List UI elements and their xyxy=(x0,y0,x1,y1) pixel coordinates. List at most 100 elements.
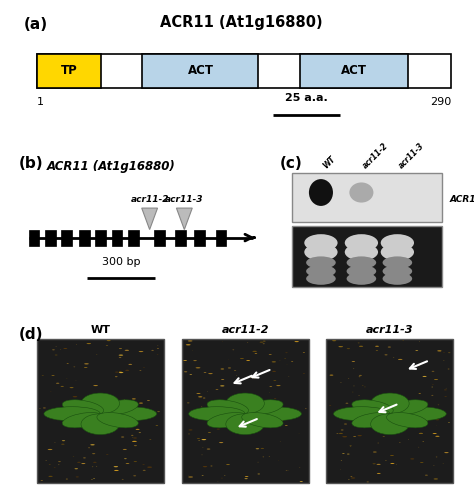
Ellipse shape xyxy=(420,462,423,463)
Ellipse shape xyxy=(100,407,156,421)
Ellipse shape xyxy=(189,407,245,421)
Ellipse shape xyxy=(342,436,347,437)
Ellipse shape xyxy=(77,462,81,463)
Ellipse shape xyxy=(309,179,333,206)
Ellipse shape xyxy=(338,346,343,347)
Ellipse shape xyxy=(131,435,134,436)
Ellipse shape xyxy=(359,346,363,347)
Bar xyxy=(143,54,258,88)
Ellipse shape xyxy=(106,454,109,455)
Ellipse shape xyxy=(346,265,376,277)
Ellipse shape xyxy=(43,407,46,408)
Ellipse shape xyxy=(352,412,393,428)
Ellipse shape xyxy=(76,476,79,477)
Ellipse shape xyxy=(420,401,424,402)
Ellipse shape xyxy=(70,387,73,388)
Ellipse shape xyxy=(87,343,91,344)
Ellipse shape xyxy=(377,473,381,474)
Ellipse shape xyxy=(371,414,409,435)
Ellipse shape xyxy=(281,420,283,421)
Ellipse shape xyxy=(226,393,264,414)
Ellipse shape xyxy=(207,412,248,428)
Text: 300 bp: 300 bp xyxy=(102,257,140,267)
Bar xyxy=(61,229,72,245)
Ellipse shape xyxy=(118,355,123,356)
Ellipse shape xyxy=(252,351,257,352)
Polygon shape xyxy=(176,208,192,229)
Ellipse shape xyxy=(386,412,428,428)
Text: WT: WT xyxy=(90,325,110,336)
Ellipse shape xyxy=(329,375,333,376)
Ellipse shape xyxy=(269,354,272,355)
Ellipse shape xyxy=(339,346,341,347)
Ellipse shape xyxy=(48,449,53,450)
Ellipse shape xyxy=(341,430,344,431)
Ellipse shape xyxy=(371,393,409,414)
Ellipse shape xyxy=(186,344,191,346)
Ellipse shape xyxy=(134,445,137,446)
Ellipse shape xyxy=(93,462,97,463)
Ellipse shape xyxy=(381,234,414,252)
Ellipse shape xyxy=(115,372,118,373)
Ellipse shape xyxy=(422,376,427,377)
Bar xyxy=(128,229,139,245)
Ellipse shape xyxy=(356,414,361,415)
Ellipse shape xyxy=(45,413,49,414)
Ellipse shape xyxy=(184,371,187,372)
Ellipse shape xyxy=(143,464,145,465)
Ellipse shape xyxy=(266,425,270,426)
Bar xyxy=(154,229,165,245)
Ellipse shape xyxy=(197,438,200,439)
Bar xyxy=(216,229,227,245)
Ellipse shape xyxy=(198,396,202,397)
Ellipse shape xyxy=(201,439,206,440)
Ellipse shape xyxy=(342,453,345,454)
Ellipse shape xyxy=(346,273,376,285)
Ellipse shape xyxy=(62,440,65,441)
Ellipse shape xyxy=(274,398,276,399)
Ellipse shape xyxy=(255,448,259,449)
Ellipse shape xyxy=(357,435,362,436)
Ellipse shape xyxy=(64,348,67,349)
Ellipse shape xyxy=(344,424,347,425)
Ellipse shape xyxy=(155,425,158,426)
Ellipse shape xyxy=(44,407,100,421)
Ellipse shape xyxy=(93,385,98,386)
Ellipse shape xyxy=(67,363,69,364)
Ellipse shape xyxy=(242,400,283,415)
Ellipse shape xyxy=(157,411,160,412)
Ellipse shape xyxy=(61,444,64,445)
Ellipse shape xyxy=(147,400,150,401)
Ellipse shape xyxy=(143,470,146,471)
Text: acr11-3: acr11-3 xyxy=(397,141,427,171)
Ellipse shape xyxy=(122,412,127,413)
Ellipse shape xyxy=(125,350,129,351)
Ellipse shape xyxy=(437,351,441,352)
Ellipse shape xyxy=(217,429,220,430)
Ellipse shape xyxy=(56,383,59,384)
Ellipse shape xyxy=(62,412,104,428)
Ellipse shape xyxy=(147,467,152,468)
Ellipse shape xyxy=(81,414,119,435)
Ellipse shape xyxy=(334,407,390,421)
Polygon shape xyxy=(142,208,157,229)
Ellipse shape xyxy=(97,400,138,415)
Ellipse shape xyxy=(304,234,337,252)
Ellipse shape xyxy=(216,389,219,390)
Ellipse shape xyxy=(435,436,439,437)
Text: 290: 290 xyxy=(430,97,451,107)
Ellipse shape xyxy=(242,412,283,428)
Ellipse shape xyxy=(157,348,159,349)
Ellipse shape xyxy=(207,449,210,450)
Bar xyxy=(29,229,39,245)
Ellipse shape xyxy=(273,380,276,381)
Ellipse shape xyxy=(132,398,136,399)
Bar xyxy=(194,229,205,245)
Bar xyxy=(300,54,408,88)
Ellipse shape xyxy=(345,243,378,261)
Text: ACT: ACT xyxy=(341,64,367,77)
Ellipse shape xyxy=(58,461,61,462)
Text: acr11-3: acr11-3 xyxy=(165,195,204,204)
Ellipse shape xyxy=(221,379,224,380)
Text: acr11-2: acr11-2 xyxy=(221,325,269,336)
